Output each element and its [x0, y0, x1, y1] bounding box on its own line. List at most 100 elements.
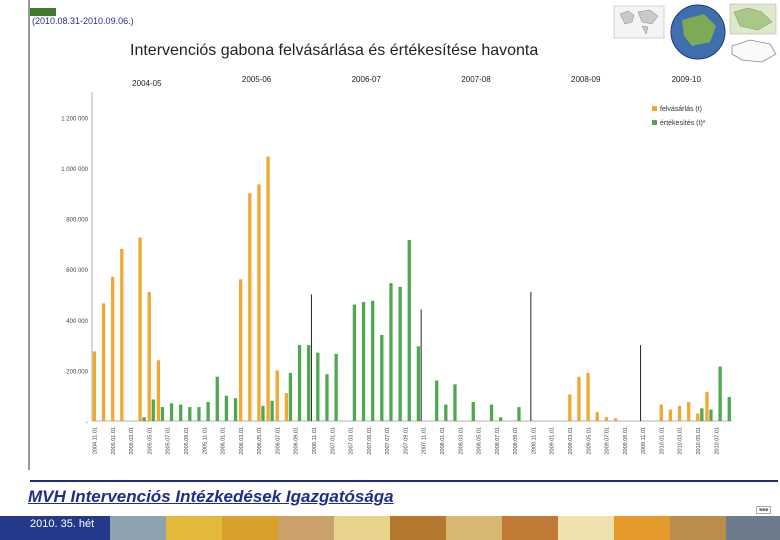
x-tick-label: 2009.09.01 [623, 427, 629, 455]
purchase-bar [92, 351, 97, 421]
purchase-bar [101, 303, 106, 421]
sale-bar [489, 404, 494, 421]
purchase-bar [239, 279, 243, 421]
x-tick-label: 2005.07.01 [166, 427, 172, 455]
corner-logo-icon: ■■■ [756, 506, 772, 514]
x-tick-label: 2006.03.01 [239, 427, 245, 455]
sale-bar [700, 408, 704, 421]
map-thumbnails [613, 3, 777, 63]
season-label: 2006-07 [352, 75, 382, 84]
maize-photo-icon [614, 516, 670, 540]
x-tick-label: 2007.05.01 [367, 427, 373, 455]
x-tick-label: 2005.03.01 [129, 427, 135, 455]
sale-bar [499, 417, 503, 421]
sale-bar [169, 403, 174, 421]
sale-bar [224, 395, 229, 421]
x-tick-label: 2008.11.01 [531, 427, 537, 454]
agency-name: MVH Intervenciós Intézkedések Igazgatósá… [28, 487, 394, 506]
sale-bar [444, 404, 448, 421]
sale-bar [727, 396, 731, 421]
purchase-bar [257, 184, 261, 421]
purchase-bar [577, 376, 581, 421]
x-tick-label: 2006.05.01 [257, 427, 263, 455]
barley-photo-icon [334, 516, 390, 540]
sale-bar [380, 334, 384, 421]
sale-bar [371, 300, 375, 421]
purchase-bar [156, 360, 161, 421]
y-tick-label: - [86, 420, 88, 426]
x-tick-label: 2010.03.01 [678, 427, 684, 455]
x-tick-label: 2005.01.01 [111, 427, 117, 455]
y-tick-label: 600 000 [66, 268, 88, 274]
y-tick-label: 1 000 000 [61, 167, 88, 173]
x-tick-label: 2009.01.01 [550, 427, 556, 455]
x-tick-label: 2007.03.01 [349, 427, 355, 455]
sale-bar [270, 400, 274, 421]
sale-bar [416, 346, 421, 421]
sale-bar [288, 372, 293, 421]
legend-swatch [652, 120, 657, 125]
x-tick-label: 2006.07.01 [275, 427, 281, 455]
date-range: (2010.08.31-2010.09.06.) [32, 16, 134, 26]
x-tick-label: 2008.07.01 [495, 427, 501, 455]
rye-photo-icon [446, 516, 502, 540]
legend-label: felvásárlás (t) [660, 106, 702, 113]
globe-icon [670, 4, 726, 60]
chart-title: Intervenciós gabona felvásárlása és érté… [130, 42, 539, 59]
purchase-bar [604, 417, 609, 421]
x-tick-label: 2007.07.01 [385, 427, 391, 455]
sale-bar [471, 402, 475, 421]
sale-bar [334, 353, 338, 421]
purchase-bar [111, 276, 115, 421]
season-label: 2007-08 [461, 75, 491, 84]
flour-photo-icon [558, 516, 614, 540]
chart-area: - 200 000 400 000 600 000 800 000 1 000 000 1 … [61, 75, 732, 455]
sale-bar [398, 286, 402, 421]
purchase-bar [147, 291, 151, 421]
sale-bar [389, 283, 393, 421]
purchase-bar [668, 409, 673, 421]
sale-bar [453, 384, 457, 421]
x-tick-label: 2009.07.01 [605, 427, 611, 455]
purchase-bar [696, 413, 700, 421]
sale-bar [718, 366, 722, 421]
sale-bar [352, 304, 357, 421]
x-tick-label: 2010.07.01 [714, 427, 720, 455]
season-label: 2008-09 [571, 75, 601, 84]
harvest-photo-icon [670, 516, 726, 540]
season-label: 2005-06 [242, 75, 272, 84]
sale-bar [197, 407, 201, 421]
legend-label: értékesítés (t)* [660, 120, 706, 127]
sale-bar [316, 352, 320, 421]
x-tick-label: 2006.01.01 [221, 427, 227, 455]
week-banner [0, 516, 110, 540]
x-tick-label: 2008.03.01 [458, 427, 464, 455]
purchase-bar [248, 193, 252, 421]
legend-swatch [652, 106, 657, 111]
grain-photo-strip [110, 516, 780, 540]
x-tick-label: 2008.05.01 [477, 427, 483, 455]
sale-bar [407, 240, 411, 421]
x-tick-label: 2009.05.01 [586, 427, 592, 455]
season-label: 2004-05 [132, 79, 162, 88]
brand-badge [30, 8, 56, 16]
storage-photo-icon [726, 516, 780, 540]
corn-photo-icon [166, 516, 222, 540]
purchase-bar [568, 394, 572, 421]
x-tick-label: 2006.11.01 [312, 427, 318, 454]
purchase-bar [705, 391, 709, 421]
x-tick-label: 2005.05.01 [147, 427, 153, 455]
purchase-bar [595, 412, 599, 421]
y-tick-label: 400 000 [66, 319, 88, 325]
purchase-bar [138, 237, 142, 421]
x-tick-label: 2007.01.01 [330, 427, 336, 455]
purchase-bar [687, 402, 691, 421]
x-tick-label: 2008.01.01 [440, 427, 446, 455]
x-tick-label: 2009.11.01 [641, 427, 647, 454]
x-tick-label: 2008.09.01 [513, 427, 519, 455]
field-photo-icon [502, 516, 558, 540]
europe-map-icon [729, 3, 777, 35]
silo-photo-icon [110, 516, 166, 540]
purchase-bar [120, 248, 124, 421]
y-tick-label: 800 000 [66, 218, 88, 224]
